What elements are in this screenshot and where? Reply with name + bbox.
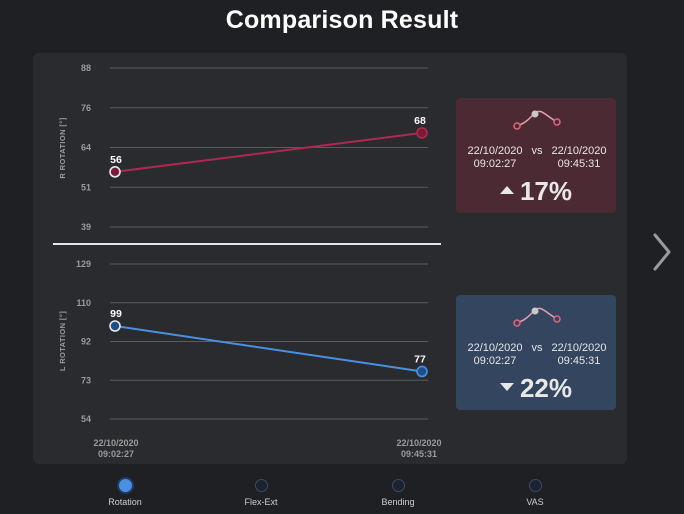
x-tick-date: 22/10/2020 [93,438,138,448]
chevron-right-icon[interactable] [650,232,674,272]
end-date: 22/10/2020 [551,145,607,157]
percent-change-value: 22% [519,373,573,403]
data-label: 56 [110,154,122,166]
trend-sparkline-icon [513,110,561,130]
end-date: 22/10/2020 [551,342,607,354]
data-label: 99 [110,308,122,320]
y-tick-label: 92 [81,337,91,347]
y-tick-label: 110 [76,298,91,308]
trend-sparkline-icon [513,307,561,327]
tab-bending[interactable]: Bending [358,478,438,507]
arrow-up-icon [499,186,514,195]
r-rotation-summary-card: 22/10/2020 09:02:27 vs 22/10/2020 09:45:… [456,98,616,213]
percent-change: 17% [456,176,616,207]
metric-tabs: Rotation Flex-Ext Bending VAS [0,478,684,514]
x-tick-time: 09:45:31 [401,449,437,459]
y-tick-label: 51 [81,182,91,192]
start-datetime: 22/10/2020 09:02:27 [461,342,529,368]
percent-change-value: 17% [519,176,573,206]
y-axis-label: L ROTATION [°] [58,311,67,371]
data-point [109,320,121,332]
x-tick-time: 09:02:27 [98,449,134,459]
tab-label: Rotation [108,497,142,507]
tab-indicator [254,479,268,492]
data-point [416,127,428,139]
tab-indicator [118,479,132,492]
data-point [416,365,428,378]
tab-label: Bending [381,497,415,507]
tab-indicator [528,479,542,492]
tab-indicator [391,479,405,492]
end-time: 09:45:31 [557,158,601,170]
end-datetime: 22/10/2020 09:45:31 [545,145,613,171]
tab-label: Flex-Ext [244,497,278,507]
tab-flex-ext[interactable]: Flex-Ext [221,478,301,507]
y-tick-label: 88 [81,63,91,73]
l-rotation-summary-card: 22/10/2020 09:02:27 vs 22/10/2020 09:45:… [456,295,616,410]
start-date: 22/10/2020 [467,145,523,157]
y-tick-label: 64 [81,143,91,153]
start-time: 09:02:27 [473,158,517,170]
y-tick-label: 129 [76,259,91,269]
tab-label: VAS [526,497,544,507]
y-tick-label: 76 [81,103,91,113]
series-line [114,325,423,373]
y-axis-label: R ROTATION [°] [58,117,67,178]
percent-change: 22% [456,373,616,404]
x-tick-date: 22/10/2020 [396,438,441,448]
arrow-down-icon [499,383,514,392]
y-tick-label: 73 [81,375,91,385]
end-datetime: 22/10/2020 09:45:31 [545,342,613,368]
tab-vas[interactable]: VAS [495,478,575,507]
tab-rotation[interactable]: Rotation [85,478,165,507]
start-time: 09:02:27 [473,355,517,367]
start-datetime: 22/10/2020 09:02:27 [461,145,529,171]
y-tick-label: 39 [81,222,91,232]
y-tick-label: 54 [81,414,91,424]
vs-label: vs [531,342,543,354]
series-line [114,131,423,173]
data-label: 77 [414,353,426,365]
data-label: 68 [414,115,426,127]
vs-label: vs [531,145,543,157]
page-title: Comparison Result [225,6,459,34]
data-point [109,166,121,178]
start-date: 22/10/2020 [467,342,523,354]
end-time: 09:45:31 [557,355,601,367]
